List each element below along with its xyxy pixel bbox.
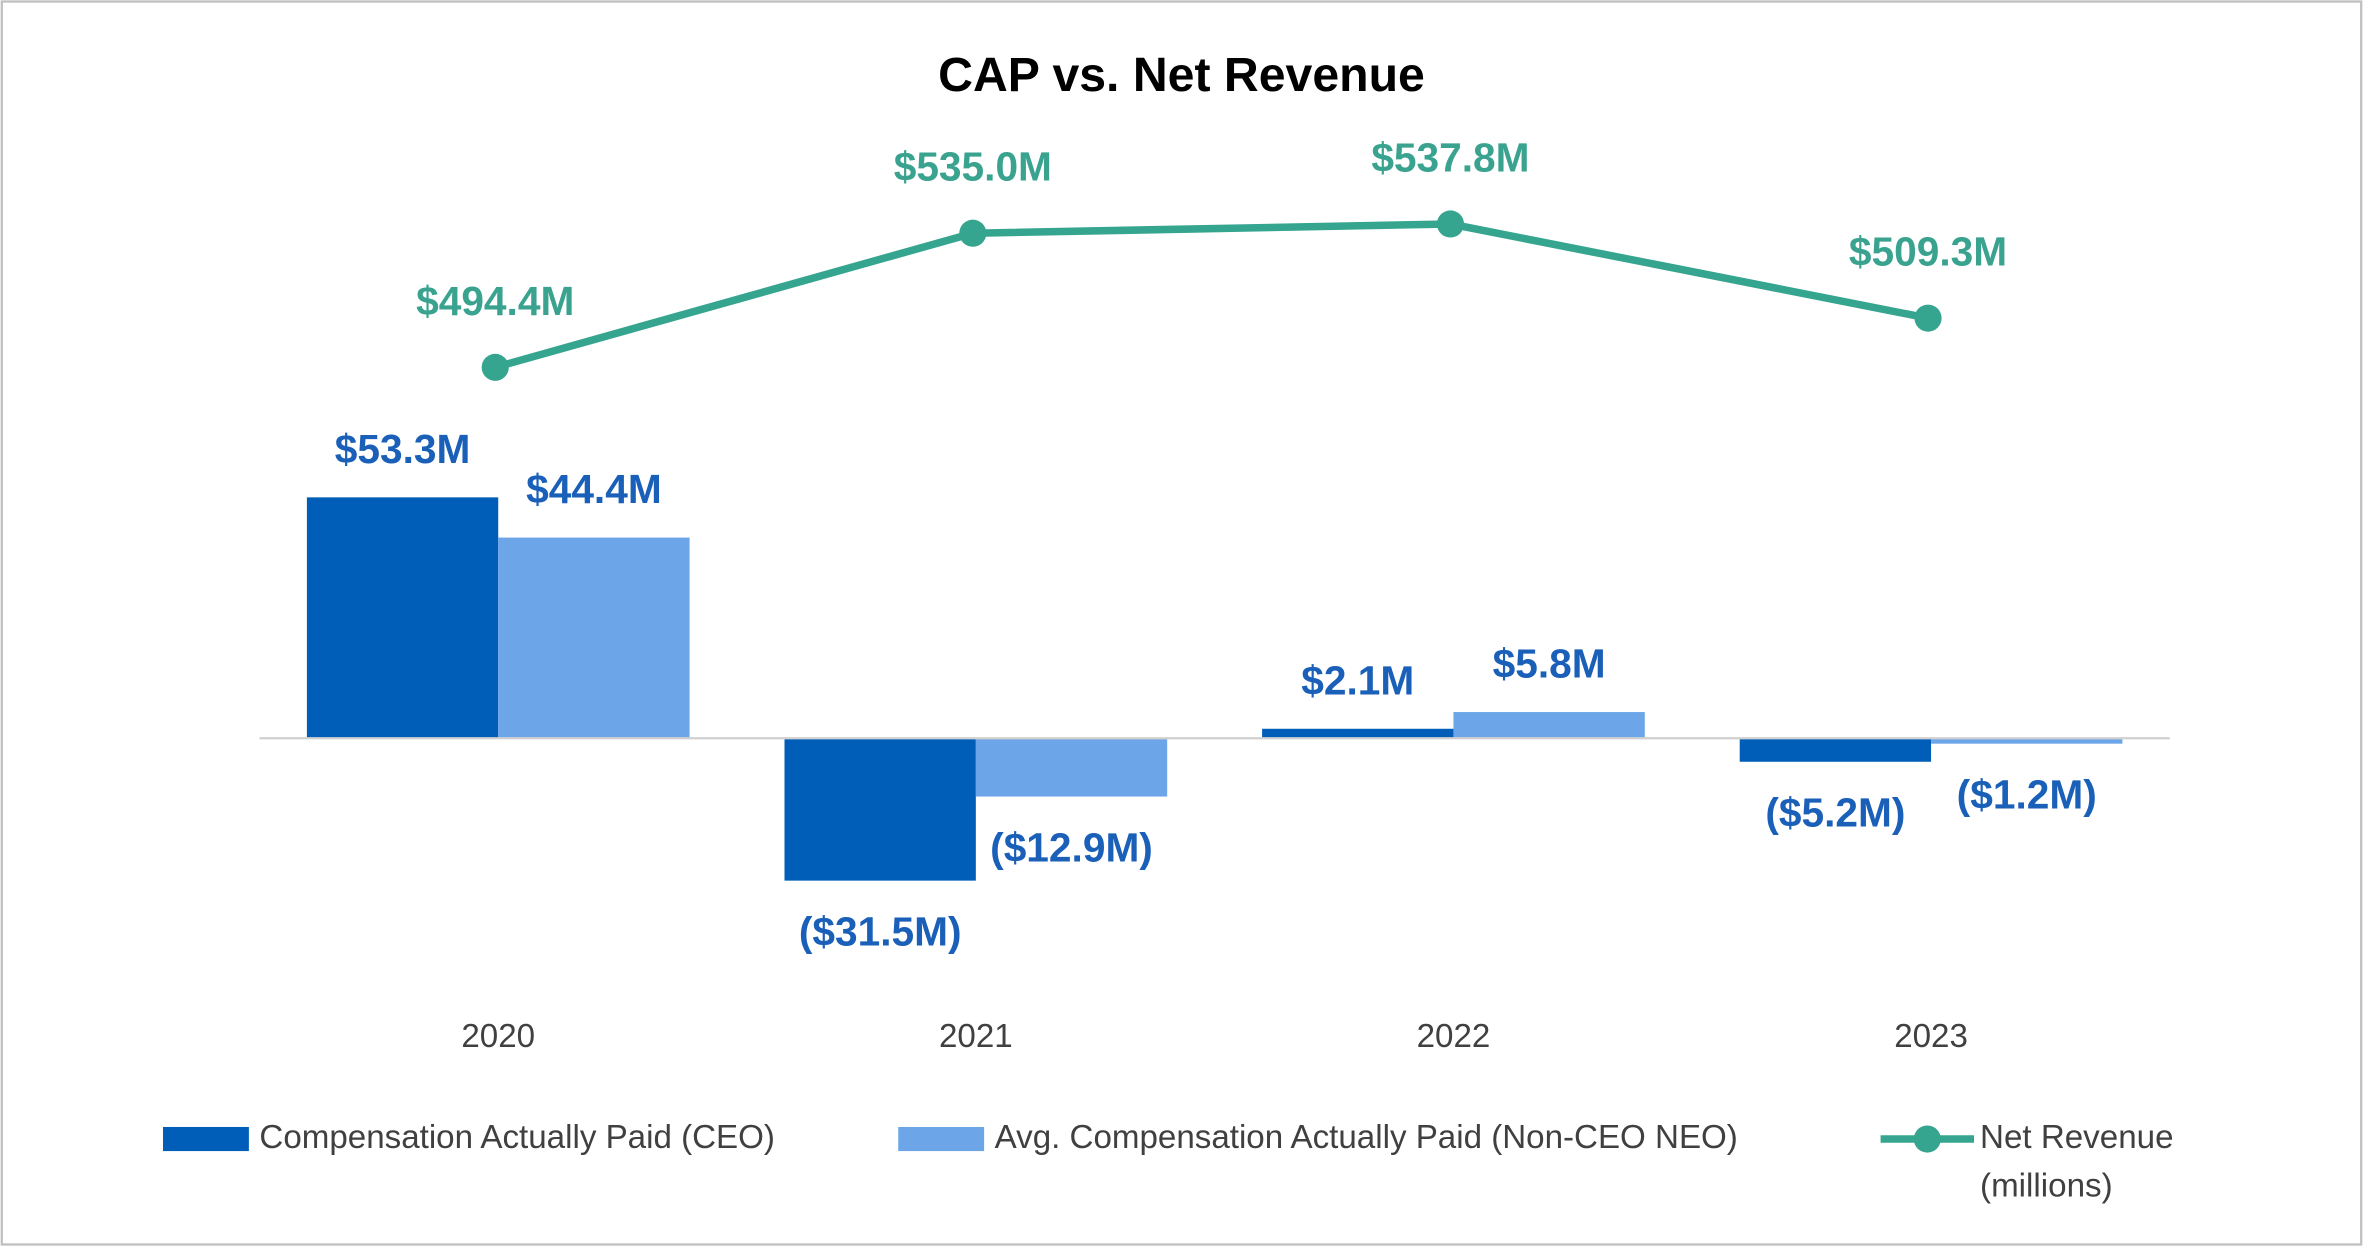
bar	[784, 738, 976, 881]
legend-label: Net Revenue (millions)	[1980, 1117, 2174, 1204]
line	[494, 220, 1929, 371]
data-label: $509.3M	[1849, 229, 2007, 275]
data-label: $537.8M	[1371, 134, 1529, 180]
data-label: $494.4M	[416, 278, 574, 324]
legend-label: Compensation Actually Paid (CEO)	[259, 1119, 775, 1156]
data-label: ($31.5M)	[799, 909, 962, 955]
x-tick-label: 2021	[939, 1018, 1013, 1055]
x-tick-label: 2022	[1417, 1018, 1491, 1055]
bar	[975, 738, 1168, 797]
chart-title: CAP vs. Net Revenue	[938, 48, 1425, 102]
x-tick-label: 2020	[461, 1018, 535, 1055]
data-label: $44.4M	[526, 466, 662, 512]
bar	[498, 537, 690, 739]
data-label: $53.3M	[335, 426, 471, 472]
data-label: ($5.2M)	[1765, 790, 1905, 836]
legend-label: Avg. Compensation Actually Paid (Non-CEO…	[995, 1119, 1738, 1156]
bar	[1453, 712, 1645, 739]
data-label: ($1.2M)	[1957, 772, 2097, 818]
x-tick-label: 2023	[1894, 1018, 1968, 1055]
line-point	[1436, 210, 1464, 238]
data-label: $2.1M	[1301, 657, 1414, 703]
data-label: ($12.9M)	[990, 825, 1153, 871]
line-point	[959, 219, 987, 247]
legend-swatch	[1913, 1125, 1941, 1153]
data-label: $535.0M	[894, 144, 1052, 190]
bar	[306, 497, 499, 739]
line-point	[481, 353, 509, 381]
data-label: $5.8M	[1493, 641, 1606, 687]
bar	[1739, 738, 1932, 762]
bar	[1262, 728, 1454, 739]
legend-swatch	[898, 1126, 985, 1152]
legend-swatch	[163, 1126, 249, 1152]
legend-label-box: Net Revenue (millions)	[1980, 1117, 2174, 1204]
bar	[1931, 738, 2123, 744]
line-point	[1914, 304, 1942, 332]
